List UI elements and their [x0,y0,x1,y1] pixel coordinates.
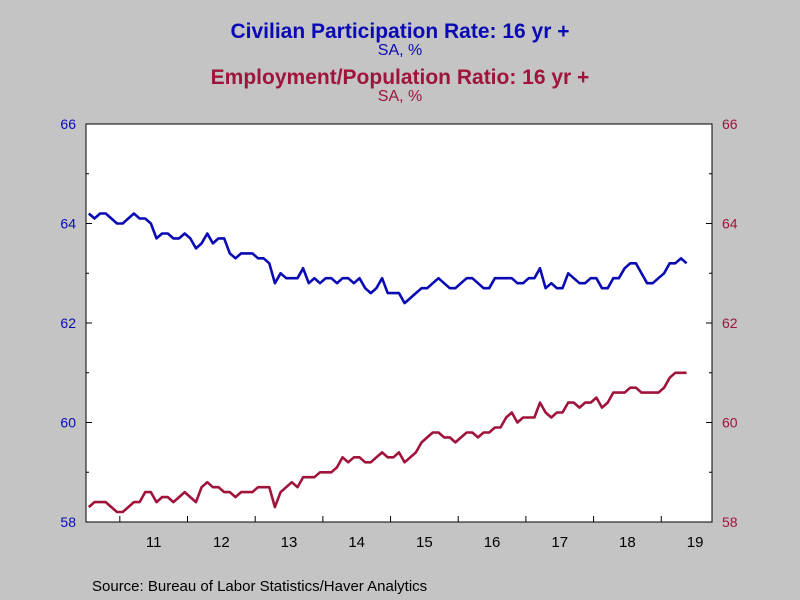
right-tick-label: 64 [722,216,738,232]
right-tick-label: 66 [722,116,738,132]
series2-title: Employment/Population Ratio: 16 yr + [210,66,590,89]
x-tick-label: 17 [551,534,568,551]
x-tick-label: 13 [281,534,298,551]
right-tick-label: 60 [722,415,738,431]
left-tick-label: 58 [60,514,76,530]
x-tick-label: 18 [619,534,636,551]
left-tick-label: 60 [60,415,76,431]
x-tick-label: 12 [213,534,230,551]
series-line-2 [87,371,687,514]
x-tick-label: 15 [416,534,433,551]
series1-title: Civilian Participation Rate: 16 yr + [230,20,570,43]
right-tick-label: 58 [722,514,738,530]
x-tick-label: 16 [484,534,501,551]
x-tick-label: 11 [146,534,162,551]
left-tick-label: 66 [60,116,76,132]
source-note: Source: Bureau of Labor Statistics/Haver… [92,578,428,595]
x-tick-label: 14 [348,534,365,551]
series2-subtitle: SA, % [377,88,423,105]
x-tick-label: 19 [687,534,704,551]
right-tick-label: 62 [722,315,738,331]
plot-area [85,123,713,523]
left-tick-label: 62 [60,315,76,331]
left-tick-label: 64 [60,216,76,232]
series1-subtitle: SA, % [377,42,423,59]
series-line-1 [87,212,688,305]
